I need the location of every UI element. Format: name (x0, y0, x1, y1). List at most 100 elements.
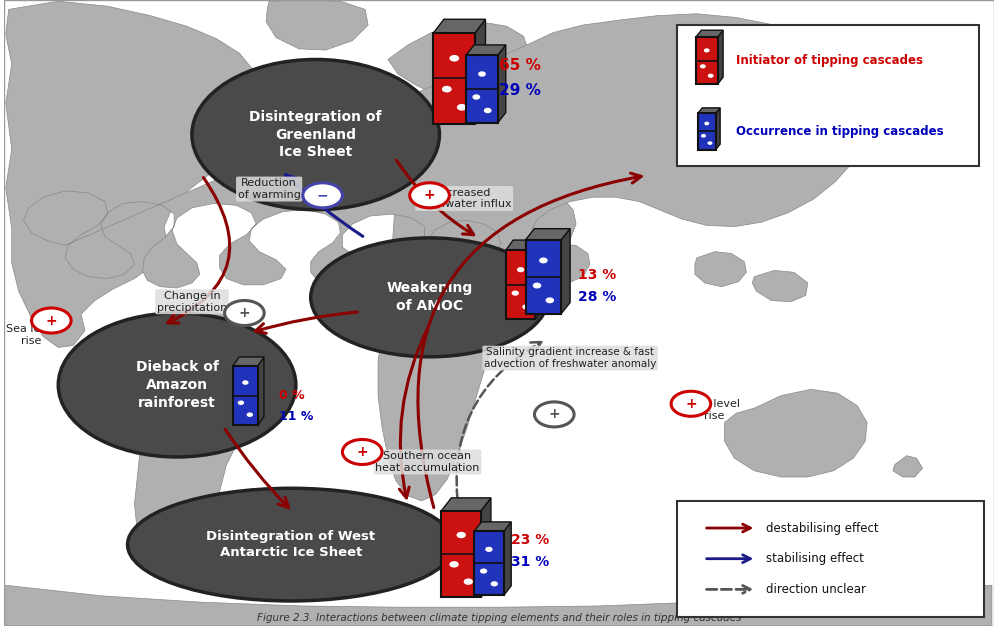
Text: Weakening
of AMOC: Weakening of AMOC (386, 282, 473, 313)
FancyBboxPatch shape (696, 38, 718, 85)
Circle shape (540, 258, 547, 263)
FancyBboxPatch shape (433, 33, 475, 124)
Text: Disintegration of West
Antarctic Ice Sheet: Disintegration of West Antarctic Ice She… (206, 530, 375, 560)
FancyBboxPatch shape (677, 501, 984, 617)
Polygon shape (536, 244, 590, 283)
Circle shape (518, 268, 524, 272)
Text: +: + (356, 445, 368, 459)
Circle shape (243, 381, 248, 384)
Circle shape (464, 579, 472, 584)
Polygon shape (6, 1, 256, 347)
Text: 13 %: 13 % (578, 269, 616, 282)
FancyBboxPatch shape (506, 250, 535, 319)
Circle shape (512, 291, 518, 295)
Polygon shape (718, 30, 723, 85)
FancyBboxPatch shape (526, 240, 561, 314)
Text: Sea level
rise: Sea level rise (689, 399, 740, 421)
Polygon shape (6, 585, 992, 626)
Circle shape (303, 183, 342, 208)
Polygon shape (725, 389, 867, 477)
Circle shape (705, 49, 709, 52)
Text: 28 %: 28 % (578, 290, 616, 304)
Circle shape (450, 562, 458, 567)
Text: Disintegration of
Greenland
Ice Sheet: Disintegration of Greenland Ice Sheet (249, 110, 382, 160)
Circle shape (450, 56, 458, 61)
Text: +: + (548, 408, 560, 421)
Circle shape (247, 413, 252, 416)
Text: Change in
precipitation: Change in precipitation (157, 291, 227, 312)
Circle shape (534, 402, 574, 427)
Circle shape (481, 569, 487, 573)
Polygon shape (475, 19, 485, 124)
Circle shape (238, 401, 243, 404)
Polygon shape (506, 240, 543, 250)
Circle shape (708, 74, 713, 77)
Polygon shape (481, 498, 491, 597)
Circle shape (457, 533, 465, 538)
Polygon shape (258, 357, 264, 426)
Text: −: − (317, 188, 328, 202)
Polygon shape (498, 45, 506, 123)
Polygon shape (474, 522, 511, 531)
Circle shape (473, 95, 479, 99)
Circle shape (533, 284, 541, 288)
Polygon shape (716, 108, 720, 150)
Circle shape (342, 439, 382, 464)
Polygon shape (893, 456, 923, 477)
Circle shape (443, 86, 451, 92)
Circle shape (702, 135, 705, 137)
Polygon shape (388, 22, 529, 97)
Polygon shape (752, 270, 808, 302)
Text: direction unclear: direction unclear (766, 583, 866, 596)
Text: Figure 2.3. Interactions between climate tipping elements and their roles in tip: Figure 2.3. Interactions between climate… (257, 613, 741, 623)
Polygon shape (526, 228, 570, 240)
Text: Reduction
of warming: Reduction of warming (238, 178, 301, 200)
Text: +: + (239, 306, 250, 320)
Polygon shape (266, 0, 368, 50)
Text: Southern ocean
heat accumulation: Southern ocean heat accumulation (375, 451, 480, 473)
Text: +: + (424, 188, 435, 202)
Polygon shape (378, 93, 543, 501)
FancyBboxPatch shape (233, 366, 258, 426)
FancyBboxPatch shape (698, 113, 716, 150)
Ellipse shape (128, 488, 454, 601)
Text: 11 %: 11 % (279, 410, 313, 423)
Polygon shape (433, 19, 485, 33)
Ellipse shape (311, 238, 548, 357)
Circle shape (479, 72, 485, 76)
Circle shape (485, 108, 491, 113)
Polygon shape (696, 30, 723, 38)
Text: Occurrence in tipping cascades: Occurrence in tipping cascades (736, 125, 944, 138)
Circle shape (491, 582, 497, 586)
FancyBboxPatch shape (441, 511, 481, 597)
Polygon shape (535, 240, 543, 319)
Ellipse shape (58, 313, 296, 457)
Circle shape (708, 142, 712, 144)
FancyBboxPatch shape (466, 55, 498, 123)
Polygon shape (24, 14, 873, 308)
Text: Initiator of tipping cascades: Initiator of tipping cascades (736, 54, 923, 67)
Text: 29 %: 29 % (499, 83, 541, 98)
Circle shape (701, 65, 705, 68)
Polygon shape (466, 45, 506, 55)
Polygon shape (698, 108, 720, 113)
Text: Dieback of
Amazon
rainforest: Dieback of Amazon rainforest (136, 360, 219, 410)
Polygon shape (561, 228, 570, 314)
Polygon shape (504, 522, 511, 595)
Circle shape (705, 122, 709, 125)
Text: +: + (46, 314, 57, 327)
Polygon shape (134, 308, 271, 583)
Text: stabilising effect: stabilising effect (766, 552, 864, 565)
Text: +: + (685, 397, 697, 411)
FancyBboxPatch shape (474, 531, 504, 595)
Text: 0 %: 0 % (279, 389, 305, 402)
Text: destabilising effect: destabilising effect (766, 521, 879, 535)
Circle shape (410, 183, 449, 208)
Polygon shape (695, 252, 746, 287)
Text: Sea level
rise: Sea level rise (6, 324, 57, 346)
Circle shape (486, 548, 492, 552)
Circle shape (523, 305, 529, 309)
Text: 23 %: 23 % (511, 533, 549, 546)
Polygon shape (233, 357, 264, 366)
Polygon shape (441, 498, 491, 511)
